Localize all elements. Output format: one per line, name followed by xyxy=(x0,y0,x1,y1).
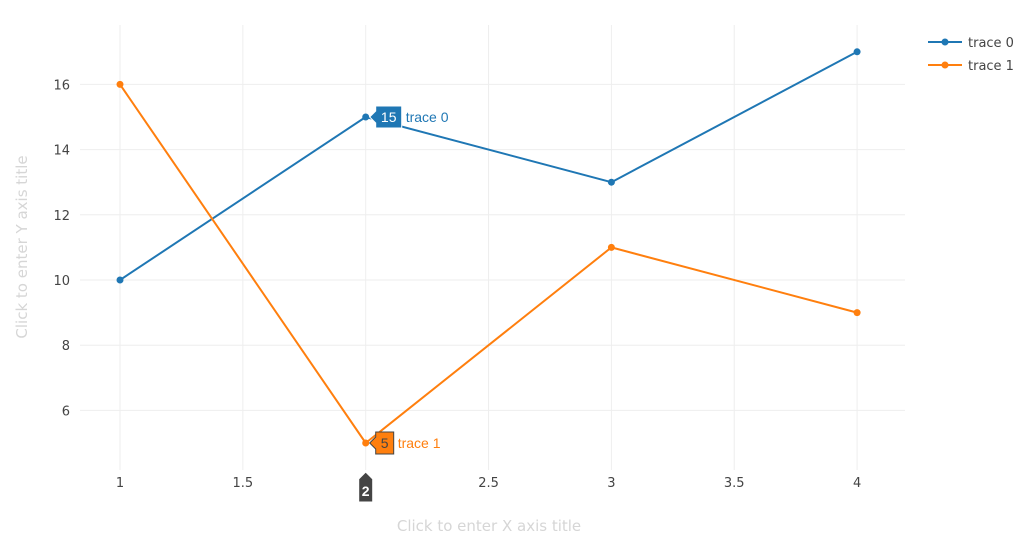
x-axis-title[interactable]: Click to enter X axis title xyxy=(397,517,581,535)
y-axis-title[interactable]: Click to enter Y axis title xyxy=(13,155,31,338)
hover-labels: 15 trace 0 5 trace 1 2 xyxy=(358,105,449,503)
y-tick-label: 6 xyxy=(62,404,70,419)
hover-box xyxy=(368,431,395,455)
data-point[interactable] xyxy=(853,48,861,56)
legend-label: trace 1 xyxy=(968,59,1014,74)
hover-x-box xyxy=(358,471,374,503)
hover-x-value: 2 xyxy=(362,483,370,499)
y-tick-label: 14 xyxy=(53,144,70,159)
legend-marker-icon xyxy=(941,61,949,69)
series-lines xyxy=(116,48,861,447)
x-tick-label: 1 xyxy=(116,476,124,491)
hover-series-name: trace 1 xyxy=(398,435,441,451)
data-point[interactable] xyxy=(853,309,861,317)
legend[interactable]: trace 0 trace 1 xyxy=(928,36,1014,74)
data-point[interactable] xyxy=(116,80,124,88)
x-tick-label: 2.5 xyxy=(478,476,499,491)
y-tick-label: 16 xyxy=(53,78,70,93)
data-point[interactable] xyxy=(116,276,124,284)
series-trace-1[interactable] xyxy=(116,80,861,447)
hover-label-trace-1: 5 trace 1 xyxy=(368,431,441,455)
series-line xyxy=(119,83,858,444)
x-tick-label: 3 xyxy=(607,476,615,491)
data-point[interactable] xyxy=(362,439,370,447)
x-axis-ticks: 1 1.5 2.5 3 3.5 4 xyxy=(116,476,861,491)
y-tick-label: 12 xyxy=(53,209,70,224)
x-tick-label: 1.5 xyxy=(233,476,254,491)
hover-value: 5 xyxy=(381,435,389,451)
legend-item-trace-1[interactable]: trace 1 xyxy=(928,59,1014,74)
data-point[interactable] xyxy=(607,243,615,251)
data-point[interactable] xyxy=(607,178,615,186)
x-tick-label: 3.5 xyxy=(724,476,745,491)
hover-series-name: trace 0 xyxy=(406,109,449,125)
legend-item-trace-0[interactable]: trace 0 xyxy=(928,36,1014,51)
hover-x-label: 2 xyxy=(358,471,374,503)
hover-box xyxy=(368,105,403,129)
legend-marker-icon xyxy=(941,38,949,46)
y-axis-ticks: 6 8 10 12 14 16 xyxy=(53,78,70,419)
series-line xyxy=(119,50,858,281)
gridlines xyxy=(80,25,905,470)
hover-label-trace-0: 15 trace 0 xyxy=(368,105,449,129)
hover-value: 15 xyxy=(381,109,397,125)
legend-label: trace 0 xyxy=(968,36,1014,51)
y-tick-label: 8 xyxy=(62,339,70,354)
series-trace-0[interactable] xyxy=(116,48,861,284)
x-tick-label: 4 xyxy=(853,476,861,491)
y-tick-label: 10 xyxy=(53,274,70,289)
data-point[interactable] xyxy=(362,113,370,121)
